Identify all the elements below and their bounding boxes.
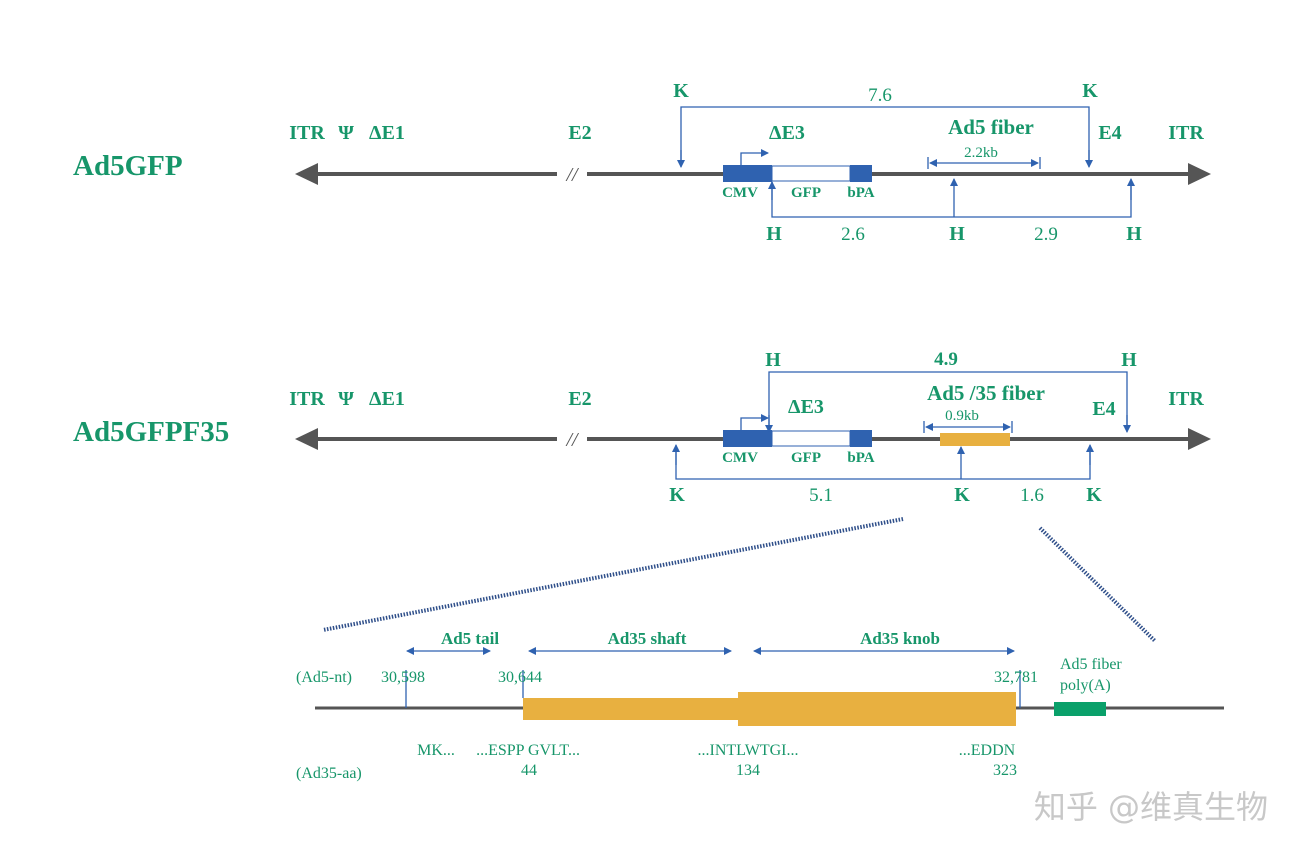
label-gfp: GFP (791, 450, 821, 466)
site-label: K (673, 80, 689, 102)
chimeric-fiber-box (940, 433, 1010, 446)
site-label: K (669, 484, 685, 506)
region-label: Ad35 knob (860, 629, 940, 648)
top-bracket (768, 371, 1128, 431)
site-label: H (765, 349, 781, 371)
label-gfp: GFP (791, 185, 821, 201)
construct-name: Ad5GFP (73, 150, 183, 182)
nt-position: 30,598 (381, 669, 425, 686)
label-psi: Ψ (338, 388, 354, 410)
label-fiber-size: 2.2kb (964, 145, 998, 161)
label-psi: Ψ (338, 122, 354, 144)
distance-label: 5.1 (809, 485, 833, 506)
construct-ad5gfpf35: Ad5GFPF35 // ITR Ψ ΔE1 E2 ΔE3 E4 ITR CMV… (73, 349, 1211, 506)
nt-position: 32,781 (994, 669, 1038, 686)
sequence-label: ...EDDN (959, 742, 1016, 759)
label-itr-right: ITR (1168, 388, 1204, 410)
polya-label: poly(A) (1060, 677, 1111, 694)
aa-position: 134 (736, 762, 760, 779)
distance-label: 1.6 (1020, 485, 1044, 506)
label-fiber: Ad5 /35 fiber (927, 381, 1045, 405)
right-arrowhead-icon (1188, 163, 1211, 185)
label-itr-left: ITR (289, 122, 325, 144)
label-de1: ΔE1 (369, 122, 405, 144)
left-arrowhead-icon (295, 428, 318, 450)
label-e2: E2 (568, 388, 591, 410)
site-label: H (949, 223, 965, 245)
polya-box (1054, 702, 1106, 716)
aa-axis-label: (Ad35-aa) (296, 765, 362, 782)
promoter-arrow-icon (740, 149, 769, 165)
nt-position: 30,644 (498, 669, 542, 686)
gap-mark: // (565, 429, 580, 451)
site-label: K (954, 484, 970, 506)
site-label: H (1121, 349, 1137, 371)
zoom-line-left (322, 517, 904, 632)
construct-ad5gfp: Ad5GFP // ITR Ψ ΔE1 E2 ΔE3 E4 ITR CMV GF… (73, 80, 1211, 245)
label-de3: ΔE3 (769, 122, 805, 144)
cmv-box (723, 430, 772, 447)
sequence-label: ...INTLWTGI... (698, 742, 799, 759)
site-label: H (766, 223, 782, 245)
bottom-bracket (771, 182, 1132, 218)
distance-label: 7.6 (868, 85, 892, 106)
distance-label: 4.9 (934, 349, 958, 370)
construct-name: Ad5GFPF35 (73, 416, 229, 448)
region-label: Ad5 tail (441, 629, 499, 648)
sequence-label: ...ESPP GVLT... (476, 742, 580, 759)
top-bracket (680, 106, 1090, 166)
label-itr-right: ITR (1168, 122, 1204, 144)
knob-box (738, 692, 1016, 726)
label-itr-left: ITR (289, 388, 325, 410)
site-label: K (1082, 80, 1098, 102)
gfp-box (771, 165, 851, 182)
site-label: H (1126, 223, 1142, 245)
label-cmv: CMV (722, 185, 758, 201)
label-fiber-size: 0.9kb (945, 408, 979, 424)
region-label: Ad35 shaft (608, 629, 687, 648)
bpa-box (850, 430, 872, 447)
site-label: K (1086, 484, 1102, 506)
label-fiber: Ad5 fiber (948, 115, 1034, 139)
right-arrowhead-icon (1188, 428, 1211, 450)
left-arrowhead-icon (295, 163, 318, 185)
gap-mark: // (565, 164, 580, 186)
fiber-detail: Ad5 tail Ad35 shaft Ad35 knob (Ad5-nt) 3… (296, 629, 1224, 782)
nt-axis-label: (Ad5-nt) (296, 669, 352, 686)
zoom-line-right (1038, 526, 1157, 643)
aa-position: 44 (521, 762, 537, 779)
label-e4: E4 (1092, 398, 1115, 420)
aa-position: 323 (993, 762, 1017, 779)
polya-label: Ad5 fiber (1060, 656, 1122, 673)
sequence-label: MK... (417, 742, 455, 759)
distance-label: 2.9 (1034, 224, 1058, 245)
label-bpa: bPA (847, 450, 874, 466)
gfp-box (771, 430, 851, 447)
shaft-box (523, 698, 739, 720)
watermark: 知乎 @维真生物 (1034, 788, 1268, 826)
label-e4: E4 (1098, 122, 1121, 144)
bpa-box (850, 165, 872, 182)
label-de3: ΔE3 (788, 396, 824, 418)
label-bpa: bPA (847, 185, 874, 201)
label-cmv: CMV (722, 450, 758, 466)
label-e2: E2 (568, 122, 591, 144)
label-de1: ΔE1 (369, 388, 405, 410)
distance-label: 2.6 (841, 224, 865, 245)
cmv-box (723, 165, 772, 182)
promoter-arrow-icon (740, 414, 769, 430)
